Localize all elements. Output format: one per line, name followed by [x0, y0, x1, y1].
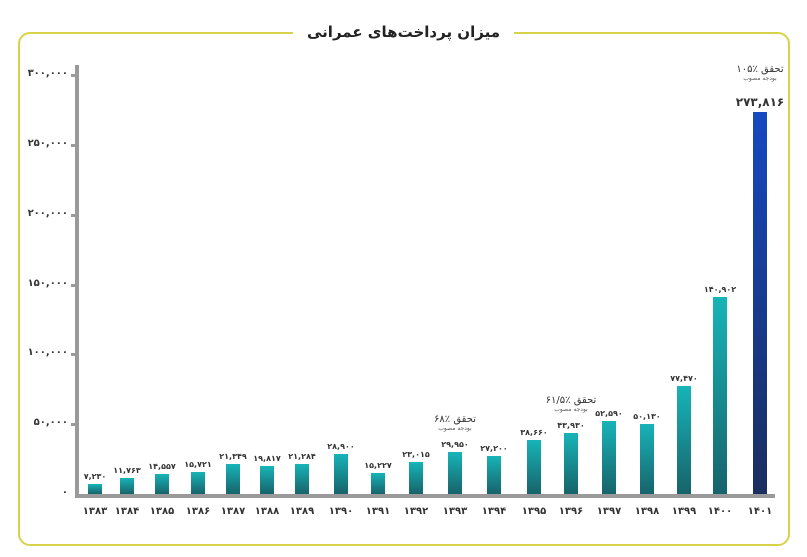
- y-tick-mark: [71, 213, 77, 217]
- x-tick-label: ۱۳۸۶: [185, 506, 211, 517]
- x-tick-label: ۱۳۹۲: [403, 506, 429, 517]
- bar-value-label: ۲۳,۰۱۵: [402, 449, 430, 459]
- bar-value-label: ۲۹,۹۵۰: [441, 440, 469, 450]
- bar-value-label: ۲۱,۳۴۹: [219, 452, 247, 462]
- x-tick-label: ۱۳۹۶: [558, 506, 584, 517]
- bar: [155, 473, 169, 494]
- bar-value-label: ۱۵,۲۲۷: [364, 460, 392, 470]
- x-tick-label: ۱۳۸۳: [82, 506, 108, 517]
- x-tick-label: ۱۳۹۹: [671, 506, 697, 517]
- bar: [260, 466, 274, 494]
- bar-value-label: ۱۵,۷۲۱: [184, 460, 212, 470]
- y-tick-label: ۳۰۰,۰۰۰: [27, 68, 68, 79]
- title-divider-right: [497, 32, 557, 34]
- bar-value-label: ۲۷۳,۸۱۶: [735, 94, 785, 109]
- y-tick-label: ۲۵۰,۰۰۰: [27, 137, 68, 149]
- bar: [677, 385, 691, 494]
- y-tick-label: ۵۰,۰۰۰: [33, 417, 68, 429]
- bar-value-label: ۴۳,۹۳۰: [557, 420, 585, 430]
- bar: [295, 464, 309, 494]
- bar-value-label: ۱۱,۷۶۳: [113, 465, 141, 475]
- budget-realization-annotation: تحقق ٪۶۸ بودجه مصوب: [434, 414, 476, 432]
- x-axis: [75, 494, 775, 498]
- y-axis: [75, 65, 79, 498]
- x-tick-label: ۱۳۹۸: [634, 506, 660, 517]
- y-tick-label: ۱۰۰,۰۰۰: [27, 347, 68, 359]
- x-tick-label: ۱۳۹۴: [481, 506, 507, 517]
- bar-value-label: ۱۴,۵۵۷: [148, 461, 176, 471]
- bar: [448, 452, 462, 494]
- y-tick-mark: [71, 423, 77, 427]
- bar-value-label: ۱۴۰,۹۰۲: [703, 285, 737, 295]
- bar: [409, 461, 423, 494]
- x-tick-label: ۱۴۰۰: [707, 506, 733, 517]
- bar: [334, 453, 348, 494]
- x-tick-label: ۱۴۰۱: [747, 506, 773, 517]
- y-tick-mark: [71, 74, 77, 77]
- x-tick-label: ۱۳۸۹: [289, 506, 315, 517]
- x-tick-label: ۱۳۸۵: [149, 506, 175, 517]
- y-tick-mark: [71, 283, 77, 287]
- bar-value-label: ۳۸,۶۶۰: [520, 428, 548, 437]
- y-tick-mark: [71, 353, 77, 357]
- x-tick-label: ۱۳۹۳: [442, 506, 468, 517]
- bar: [713, 297, 727, 494]
- bar: [640, 424, 654, 494]
- y-tick-label: ۱۵۰,۰۰۰: [27, 277, 68, 289]
- bar-value-label: ۲۱,۲۸۴: [288, 452, 316, 462]
- x-tick-label: ۱۳۸۴: [114, 506, 140, 517]
- x-tick-label: ۱۳۹۰: [328, 506, 354, 517]
- y-tick-label: ۰: [61, 487, 68, 498]
- x-tick-label: ۱۳۹۱: [365, 506, 391, 517]
- bar: [487, 456, 501, 494]
- bar-value-label: ۵۰,۱۳۰: [633, 411, 661, 421]
- x-tick-label: ۱۳۸۷: [220, 506, 246, 517]
- bar: [120, 477, 134, 494]
- bar: [602, 420, 616, 494]
- title-divider-left: [250, 32, 310, 34]
- bar: [527, 440, 541, 494]
- y-tick-label: ۲۰۰,۰۰۰: [27, 207, 68, 219]
- bar-value-label: ۲۷,۲۰۰: [480, 444, 508, 453]
- x-tick-label: ۱۳۸۸: [254, 506, 280, 517]
- y-tick-mark: [71, 143, 77, 147]
- budget-realization-annotation: تحقق ٪۶۱/۵ بودجه مصوب: [546, 395, 597, 413]
- bar: [226, 464, 240, 494]
- annotation-sub-text: بودجه مصوب: [554, 405, 588, 413]
- chart-title-container: میزان پرداخت‌های عمرانی: [0, 18, 807, 46]
- annotation-main-text: تحقق ٪۶۱/۵: [545, 394, 597, 406]
- chart-title: میزان پرداخت‌های عمرانی: [293, 23, 514, 41]
- bar-value-label: ۲۸,۹۰۰: [327, 441, 355, 451]
- bar: [564, 432, 578, 494]
- bar: [753, 111, 767, 494]
- x-tick-label: ۱۳۹۵: [521, 506, 547, 517]
- bar: [88, 483, 102, 494]
- budget-realization-annotation: تحقق ٪۱۰۵ بودجه مصوب: [736, 64, 783, 82]
- bar-value-label: ۱۹,۸۱۷: [253, 454, 281, 464]
- bar: [191, 472, 205, 494]
- annotation-sub-text: بودجه مصوب: [743, 74, 777, 82]
- annotation-main-text: تحقق ٪۶۸: [434, 414, 476, 426]
- bar: [371, 472, 385, 494]
- annotation-sub-text: بودجه مصوب: [438, 425, 472, 433]
- bar-value-label: ۵۲,۵۹۰: [595, 408, 623, 418]
- bar-value-label: ۷۷,۴۷۰: [670, 373, 698, 383]
- annotation-main-text: تحقق ٪۱۰۵: [736, 63, 784, 75]
- x-tick-label: ۱۳۹۷: [596, 506, 622, 517]
- bar-value-label: ۷,۲۳۰: [83, 471, 107, 481]
